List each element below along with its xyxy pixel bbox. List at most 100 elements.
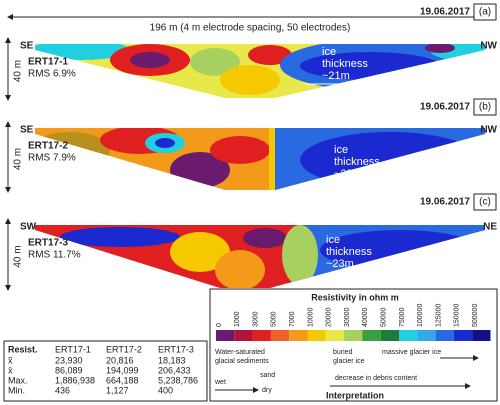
level-label: 7000 [289, 311, 296, 327]
panel-label-box [473, 98, 497, 116]
ice-annotation: ice [322, 46, 336, 58]
panel-label-box [473, 193, 497, 211]
interp: massive glacier ice [382, 349, 441, 356]
direction-right: NE [483, 222, 497, 233]
swatch [289, 330, 308, 341]
table-cell: Max. [8, 375, 28, 385]
rms: RMS 7.9% [28, 153, 76, 164]
direction-left: SW [20, 222, 37, 233]
ice-annotation: thickness [334, 156, 380, 168]
level-label: 1000 [234, 311, 241, 327]
level-label: 500000 [472, 304, 479, 327]
table-cell: 436 [55, 385, 70, 395]
table-cell: 664,188 [106, 375, 139, 385]
ice-annotation: ~28m [334, 168, 362, 180]
interp: glacial sediments [215, 358, 269, 365]
scale-label: 196 m (4 m electrode spacing, 50 electro… [150, 23, 351, 34]
table-cell: 20,816 [106, 355, 134, 365]
swatch [307, 330, 326, 341]
interp: decrease in debris content [335, 375, 417, 382]
panel-label: (c) [479, 197, 491, 208]
swatch [380, 330, 399, 341]
table-header: ERT17-1 [55, 344, 91, 354]
table-cell: Min. [8, 385, 25, 395]
direction-right: NW [480, 125, 497, 136]
ice-annotation: ~21m [322, 70, 350, 82]
interp-title: Interpretation [326, 390, 384, 400]
table-header: ERT17-3 [158, 344, 194, 354]
swatch [344, 330, 363, 341]
level-label: 75000 [399, 307, 406, 327]
level-label: 0 [216, 323, 223, 327]
depth-label: 40 m [13, 60, 24, 82]
table-cell: x̃ [8, 355, 13, 365]
tomogram-c [35, 225, 485, 288]
rms: RMS 11.7% [28, 250, 81, 261]
panel-label: (a) [479, 7, 491, 18]
table-cell: 1,127 [106, 385, 129, 395]
swatch [472, 330, 491, 341]
swatch [362, 330, 381, 341]
profile-name: ERT17-2 [28, 141, 68, 152]
legend-frame [209, 288, 498, 402]
date: 19.06.2017 [420, 197, 470, 208]
swatch [270, 330, 290, 341]
profile-name: ERT17-3 [28, 238, 68, 249]
swatch [453, 330, 473, 341]
swatch [435, 330, 454, 341]
swatch [234, 330, 253, 341]
table-cell: 23,930 [55, 355, 83, 365]
swatch [399, 330, 418, 341]
table-cell: 1,886,938 [55, 375, 95, 385]
swatch [216, 330, 235, 341]
interp: dry [262, 387, 272, 394]
date: 19.06.2017 [420, 102, 470, 113]
direction-left: SE [20, 41, 34, 52]
depth-label: 40 m [13, 245, 24, 267]
tomogram-a [35, 44, 485, 98]
table-cell: 86,089 [55, 365, 83, 375]
table-cell: 194,099 [106, 365, 139, 375]
direction-left: SE [20, 125, 34, 136]
profile-name: ERT17-1 [28, 57, 68, 68]
table-cell: 18,183 [158, 355, 186, 365]
table-cell: 5,238,786 [158, 375, 198, 385]
depth-label: 40 m [13, 148, 24, 170]
panel-label: (b) [479, 102, 491, 113]
panel-label-box [473, 3, 497, 21]
level-label: 20000 [326, 307, 333, 327]
ice-annotation: ice [326, 234, 340, 246]
level-label: 3000 [252, 311, 259, 327]
table-cell: x̄ [8, 365, 13, 375]
table-header: Resist. [8, 344, 38, 354]
swatch [325, 330, 345, 341]
level-label: 5000 [271, 311, 278, 327]
tomogram-b [35, 128, 485, 190]
table-frame [3, 340, 208, 402]
level-label: 40000 [362, 307, 369, 327]
ice-annotation: ~23m [326, 258, 354, 270]
swatch [252, 330, 271, 341]
legend-title: Resistivity in ohm m [311, 292, 399, 302]
table-cell: 400 [158, 385, 173, 395]
table-header: ERT17-2 [106, 344, 142, 354]
level-label: 100000 [417, 304, 424, 327]
swatch [417, 330, 436, 341]
interp: Water-saturated [215, 349, 265, 356]
level-label: 125000 [435, 304, 442, 327]
level-label: 30000 [344, 307, 351, 327]
level-label: 150000 [454, 304, 461, 327]
level-label: 50000 [381, 307, 388, 327]
interp: buried [333, 349, 353, 356]
ice-annotation: thickness [326, 246, 372, 258]
date: 19.06.2017 [420, 7, 470, 18]
ice-annotation: thickness [322, 58, 368, 70]
ice-annotation: ice [334, 144, 348, 156]
interp: glacier ice [333, 358, 365, 365]
level-label: 10000 [307, 307, 314, 327]
rms: RMS 6.9% [28, 69, 76, 80]
table-cell: 206,433 [158, 365, 191, 375]
interp: sand [260, 372, 275, 379]
direction-right: NW [480, 41, 497, 52]
